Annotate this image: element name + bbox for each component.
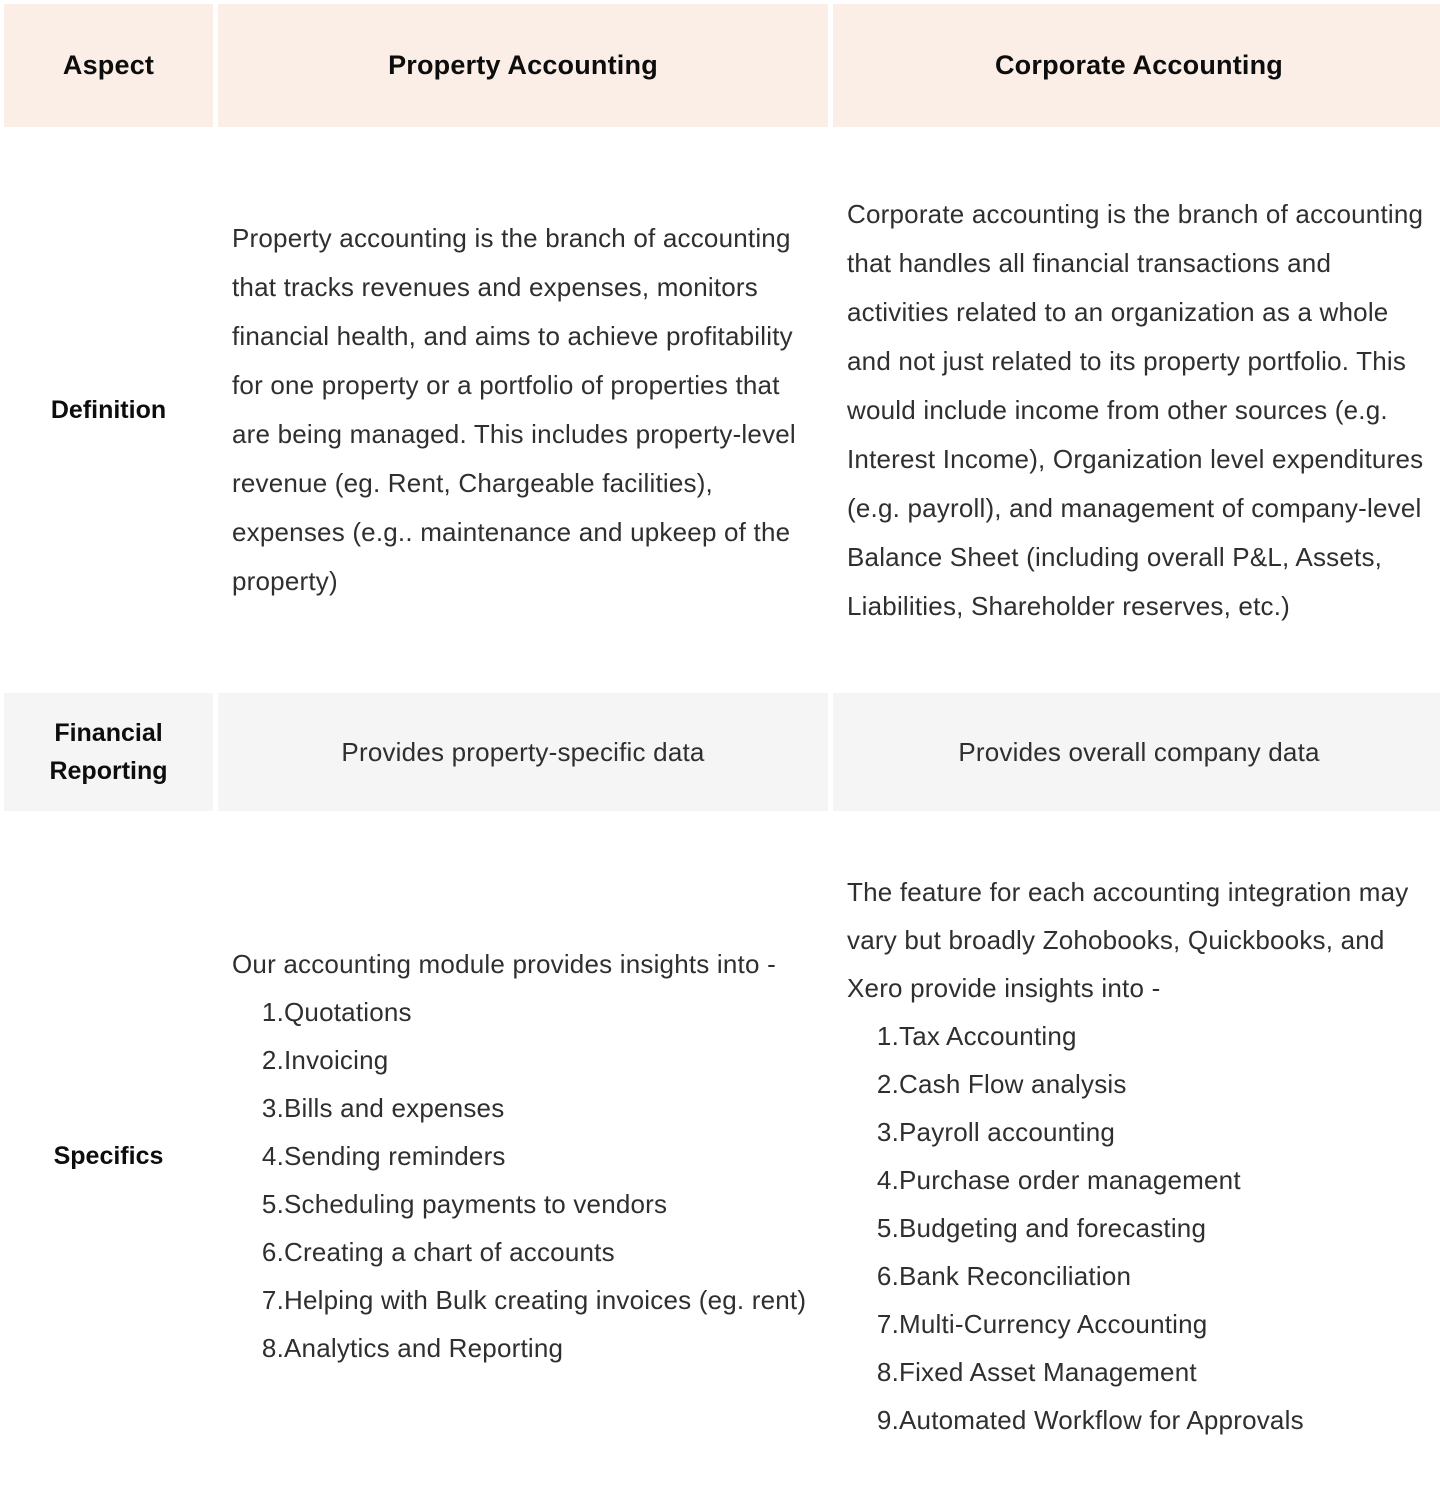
list-item: Fixed Asset Management xyxy=(899,1348,1431,1396)
financial-reporting-property-cell: Provides property-specific data xyxy=(218,693,828,811)
list-item: Multi-Currency Accounting xyxy=(899,1300,1431,1348)
list-item: Sending reminders xyxy=(284,1132,814,1180)
financial-reporting-property-text: Provides property-specific data xyxy=(341,736,705,767)
definition-corporate-text: Corporate accounting is the branch of ac… xyxy=(847,198,1424,621)
list-item: Purchase order management xyxy=(899,1156,1431,1204)
list-item: Budgeting and forecasting xyxy=(899,1204,1431,1252)
list-item: Quotations xyxy=(284,988,814,1036)
list-item: Bills and expenses xyxy=(284,1084,814,1132)
definition-label-text: Definition xyxy=(50,396,167,424)
financial-reporting-row-label: Financial Reporting xyxy=(4,693,213,811)
financial-reporting-corporate-text: Provides overall company data xyxy=(958,736,1320,767)
header-corporate-label: Corporate Accounting xyxy=(994,50,1283,80)
list-item: Invoicing xyxy=(284,1036,814,1084)
specifics-corporate-cell: The feature for each accounting integrat… xyxy=(833,811,1440,1500)
header-cell-corporate-accounting: Corporate Accounting xyxy=(833,4,1440,127)
definition-property-text: Property accounting is the branch of acc… xyxy=(232,223,796,596)
specifics-property-list: QuotationsInvoicingBills and expensesSen… xyxy=(232,988,814,1372)
specifics-corporate-list: Tax AccountingCash Flow analysisPayroll … xyxy=(847,1012,1431,1444)
specifics-property-intro: Our accounting module provides insights … xyxy=(232,948,776,979)
definition-property-cell: Property accounting is the branch of acc… xyxy=(218,127,828,693)
specifics-label-text: Specifics xyxy=(53,1141,164,1170)
header-cell-aspect: Aspect xyxy=(4,4,213,127)
list-item: Helping with Bulk creating invoices (eg.… xyxy=(284,1276,814,1324)
list-item: Cash Flow analysis xyxy=(899,1060,1431,1108)
specifics-property-cell: Our accounting module provides insights … xyxy=(218,811,828,1500)
definition-row-label: Definition xyxy=(4,127,213,693)
header-cell-property-accounting: Property Accounting xyxy=(218,4,828,127)
comparison-table: Aspect Property Accounting Corporate Acc… xyxy=(4,4,1440,1500)
financial-reporting-label-text: Financial Reporting xyxy=(49,719,168,785)
header-aspect-label: Aspect xyxy=(62,50,155,80)
definition-corporate-cell: Corporate accounting is the branch of ac… xyxy=(833,127,1440,693)
list-item: Payroll accounting xyxy=(899,1108,1431,1156)
list-item: Creating a chart of accounts xyxy=(284,1228,814,1276)
list-item: Tax Accounting xyxy=(899,1012,1431,1060)
list-item: Bank Reconciliation xyxy=(899,1252,1431,1300)
list-item: Scheduling payments to vendors xyxy=(284,1180,814,1228)
header-property-label: Property Accounting xyxy=(388,50,658,80)
list-item: Analytics and Reporting xyxy=(284,1324,814,1372)
specifics-row-label: Specifics xyxy=(4,811,213,1500)
specifics-corporate-intro: The feature for each accounting integrat… xyxy=(847,876,1409,1003)
list-item: Automated Workflow for Approvals xyxy=(899,1396,1431,1444)
financial-reporting-corporate-cell: Provides overall company data xyxy=(833,693,1440,811)
